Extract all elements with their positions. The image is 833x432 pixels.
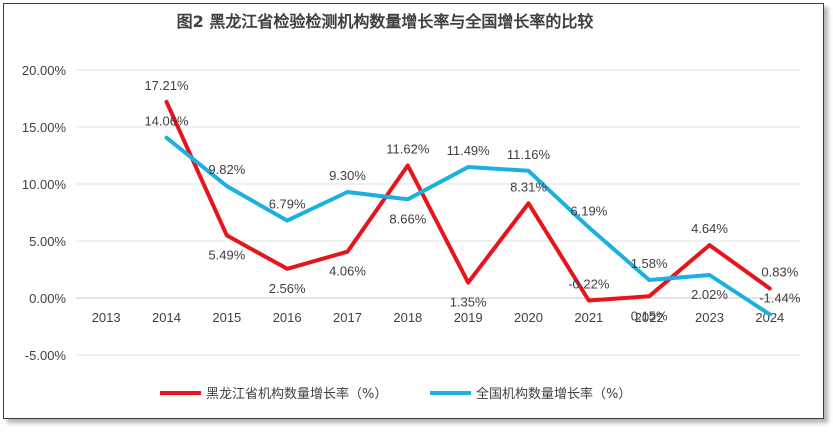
x-tick-label: 2020 <box>514 310 543 325</box>
y-tick-label: 5.00% <box>29 234 66 249</box>
x-tick-label: 2014 <box>152 310 181 325</box>
y-tick-label: 20.00% <box>22 63 67 78</box>
x-axis-ticks: 2013 2014 2015 2016 2017 2018 2019 2020 2021 2022… <box>92 310 785 325</box>
data-label: 0.83% <box>761 265 798 280</box>
data-label: 0.15% <box>631 308 668 323</box>
x-tick-label: 2021 <box>574 310 603 325</box>
data-label: 4.06% <box>329 264 366 279</box>
chart-frame <box>3 3 824 419</box>
legend-label-national: 全国机构数量增长率（%） <box>476 386 631 402</box>
chart-title: 图2 黑龙江省检验检测机构数量增长率与全国增长率的比较 <box>177 12 594 31</box>
y-tick-label: -5.00% <box>25 348 67 363</box>
series-lines <box>164 99 772 317</box>
data-label: 8.66% <box>389 211 426 226</box>
x-tick-label: 2016 <box>273 310 302 325</box>
data-label: 9.30% <box>329 168 366 183</box>
y-tick-label: 15.00% <box>22 120 67 135</box>
data-label: 8.31% <box>510 179 547 194</box>
data-label: -0.22% <box>568 277 610 292</box>
data-label: 14.06% <box>144 114 189 129</box>
data-label: 11.16% <box>507 147 551 162</box>
legend-label-heilongjiang: 黑龙江省机构数量增长率（%） <box>206 386 387 402</box>
data-labels: 17.21% 5.49% 2.56% 4.06% 11.62% 1.35% 8.31% -0.… <box>144 78 800 323</box>
data-label: 6.19% <box>570 203 607 218</box>
y-tick-label: 0.00% <box>29 291 66 306</box>
data-label: 9.82% <box>208 162 245 177</box>
series-line-national <box>164 135 772 317</box>
x-tick-label: 2018 <box>393 310 422 325</box>
data-label: 11.62% <box>386 142 430 157</box>
x-tick-label: 2024 <box>755 310 784 325</box>
y-tick-label: 10.00% <box>22 177 67 192</box>
x-tick-label: 2022 <box>635 310 664 325</box>
data-label: 17.21% <box>144 78 189 93</box>
data-label: -1.44% <box>759 290 801 305</box>
data-label: 1.35% <box>450 295 487 310</box>
data-label: 2.56% <box>269 281 306 296</box>
data-label: 4.64% <box>691 221 728 236</box>
data-label: 1.58% <box>631 256 668 271</box>
x-tick-label: 2019 <box>454 310 483 325</box>
x-tick-label: 2017 <box>333 310 362 325</box>
legend: 黑龙江省机构数量增长率（%） 全国机构数量增长率（%） <box>160 386 631 402</box>
x-tick-label: 2023 <box>695 310 724 325</box>
data-label: 11.49% <box>447 143 491 158</box>
data-label: 5.49% <box>208 247 245 262</box>
data-label: 2.02% <box>691 287 728 302</box>
y-axis-ticks: 20.00% 15.00% 10.00% 5.00% 0.00% -5.00% <box>22 63 67 363</box>
x-tick-label: 2013 <box>92 310 121 325</box>
x-tick-label: 2015 <box>212 310 241 325</box>
data-label: 6.79% <box>269 197 306 212</box>
grid-lines <box>76 69 800 356</box>
